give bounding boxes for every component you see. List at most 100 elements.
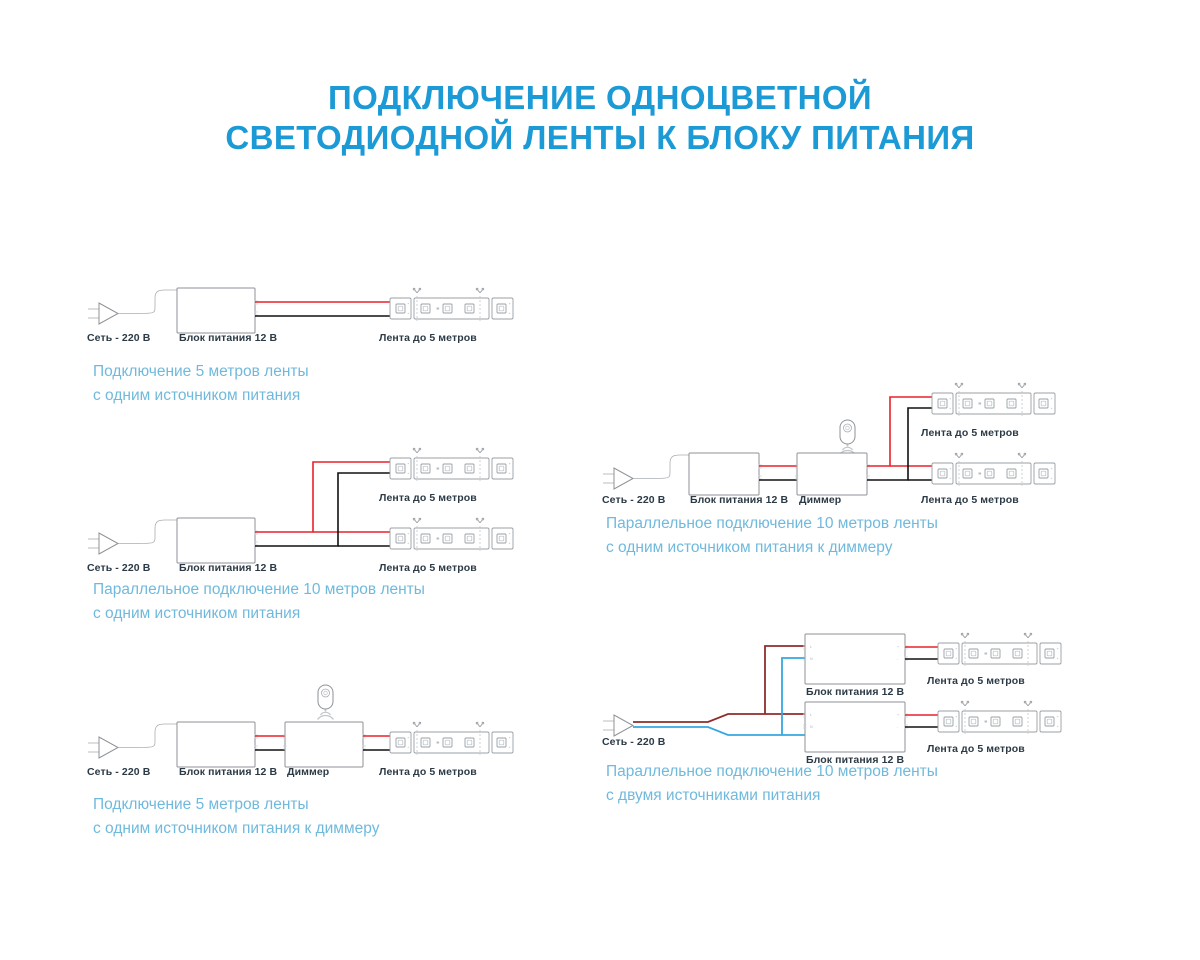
label-psu-2: Блок питания 12 В (179, 562, 278, 574)
terminal-label-L-upper: L (810, 645, 812, 649)
caption-3-line2: с одним источником питания к диммеру (93, 820, 380, 837)
label-mains-5: Сеть - 220 В (602, 736, 666, 748)
label-psu-4: Блок питания 12 В (690, 494, 789, 506)
mains-cord (118, 519, 177, 544)
label-strip-4b: Лента до 5 метров (921, 494, 1019, 506)
caption-1-line1: Подключение 5 метров ленты (93, 363, 309, 380)
psu-output-terminals (254, 530, 258, 546)
terminal-label-plus-lower: + (897, 713, 899, 717)
terminal-label-minus-upper: - (897, 657, 899, 661)
dimmer-output-terminals (362, 734, 366, 750)
label-mains-2: Сеть - 220 В (87, 562, 151, 574)
psu-lower-input-terminals (803, 713, 807, 729)
diagram-4-parallel-10m-dimmer: Сеть - 220 В Блок питания 12 В Диммер Ле… (600, 375, 1120, 510)
caption-diagram-1: Подключение 5 метров ленты с одним источ… (93, 360, 309, 408)
wire-positive-branch (255, 461, 390, 533)
psu-upper-input-terminals (803, 645, 807, 661)
led-strip-bottom (389, 517, 514, 552)
wire-neutral-N (633, 726, 805, 736)
caption-5-line1: Параллельное подключение 10 метров ленты (606, 763, 938, 780)
label-strip-3: Лента до 5 метров (379, 766, 477, 778)
mains-cord (118, 289, 177, 314)
terminal-label-minus-lower: - (897, 725, 899, 729)
psu-output-terminals (254, 300, 258, 316)
wire-line-L-riser (764, 645, 805, 714)
led-strip-bottom (937, 700, 1062, 735)
label-strip-1: Лента до 5 метров (379, 332, 477, 344)
power-plug-icon (87, 302, 119, 325)
psu-box-lower (804, 701, 906, 753)
terminal-label-N-upper: N (810, 657, 813, 661)
power-plug-icon (602, 467, 634, 490)
mains-cord (118, 723, 177, 748)
caption-diagram-4: Параллельное подключение 10 метров ленты… (606, 512, 938, 560)
label-strip-5a: Лента до 5 метров (927, 675, 1025, 687)
caption-4-line2: с одним источником питания к диммеру (606, 539, 893, 556)
led-strip-1 (389, 287, 514, 322)
dimmer-box (796, 452, 868, 496)
terminal-label-N-lower: N (810, 725, 813, 729)
remote-control-icon (316, 684, 335, 721)
psu-upper-output-terminals (904, 645, 908, 661)
caption-diagram-5: Параллельное подключение 10 метров ленты… (606, 760, 938, 808)
terminal-label-plus-upper: + (897, 645, 899, 649)
caption-2-line2: с одним источником питания (93, 605, 301, 622)
page-title-line2: СВЕТОДИОДНОЙ ЛЕНТЫ К БЛОКУ ПИТАНИЯ (225, 119, 975, 156)
label-psu-3: Блок питания 12 В (179, 766, 278, 778)
terminal-label-L-lower: L (810, 713, 812, 717)
label-mains-4: Сеть - 220 В (602, 494, 666, 506)
diagram-1-svg (87, 287, 514, 334)
psu-box (176, 287, 256, 334)
diagram-5-svg: L N + - L N (602, 632, 1062, 753)
caption-diagram-3: Подключение 5 метров ленты с одним источ… (93, 793, 379, 841)
caption-3-line1: Подключение 5 метров ленты (93, 796, 309, 813)
mains-cord (633, 454, 689, 479)
caption-2-line1: Параллельное подключение 10 метров ленты (93, 581, 425, 598)
diagram-2-parallel-10m-single-psu: Сеть - 220 В Блок питания 12 В Лента до … (85, 440, 585, 575)
diagram-2-svg (87, 447, 514, 564)
wire-neutral-N-riser (781, 657, 805, 735)
label-strip-2a: Лента до 5 метров (379, 492, 477, 504)
label-mains-3: Сеть - 220 В (87, 766, 151, 778)
label-strip-2b: Лента до 5 метров (379, 562, 477, 574)
diagram-5-parallel-10m-two-psu: L N + - L N (600, 620, 1120, 766)
label-psu-5b: Блок питания 12 В (806, 754, 905, 766)
power-plug-icon (87, 532, 119, 555)
label-dimmer-3: Диммер (287, 766, 330, 778)
label-strip-4a: Лента до 5 метров (921, 427, 1019, 439)
led-strip-3 (389, 721, 514, 756)
led-strip-top (389, 447, 514, 482)
power-plug-icon (602, 714, 634, 737)
wire-line-L (633, 713, 805, 723)
wire-negative-branch (867, 407, 932, 481)
psu-box-upper (804, 633, 906, 685)
page-title-line1: ПОДКЛЮЧЕНИЕ ОДНОЦВЕТНОЙ (327, 79, 873, 116)
psu-box (176, 517, 256, 564)
led-strip-top (937, 632, 1062, 667)
psu-lower-output-terminals (904, 713, 908, 729)
remote-control-icon (838, 419, 857, 456)
caption-diagram-2: Параллельное подключение 10 метров ленты… (93, 578, 425, 626)
led-strip-top (931, 382, 1056, 417)
label-strip-5b: Лента до 5 метров (927, 743, 1025, 755)
psu-box (176, 721, 256, 768)
label-dimmer-4: Диммер (799, 494, 842, 506)
dimmer-output-terminals (866, 464, 870, 480)
caption-4-line1: Параллельное подключение 10 метров ленты (606, 515, 938, 532)
psu-box (688, 452, 760, 496)
diagram-1-single-psu-5m: Сеть - 220 В Блок питания 12 В Лента до … (85, 285, 585, 345)
diagram-3-svg (87, 684, 514, 768)
psu-output-terminals (254, 734, 258, 750)
caption-5-line2: с двумя источниками питания (606, 787, 821, 804)
diagram-4-svg (602, 382, 1056, 496)
label-mains-1: Сеть - 220 В (87, 332, 151, 344)
dimmer-box (284, 721, 364, 768)
diagram-3-single-psu-dimmer-5m: Сеть - 220 В Блок питания 12 В Диммер Ле… (85, 684, 585, 780)
dimmer-input-terminals (795, 464, 799, 480)
power-plug-icon (87, 736, 119, 759)
psu-output-terminals (758, 464, 762, 480)
wire-negative-branch (255, 472, 390, 547)
wire-positive-branch (867, 396, 932, 467)
led-strip-bottom (931, 452, 1056, 487)
